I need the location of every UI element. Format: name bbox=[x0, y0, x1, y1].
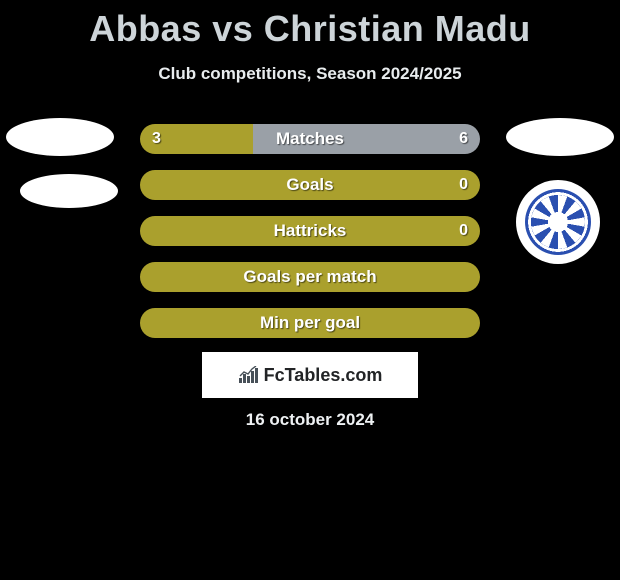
watermark: FcTables.com bbox=[202, 352, 418, 398]
bar-segment-left bbox=[140, 216, 480, 246]
stat-bar: Goals0 bbox=[140, 170, 480, 200]
watermark-text: FcTables.com bbox=[264, 365, 383, 386]
bar-segment-left bbox=[140, 170, 480, 200]
stat-bar: Min per goal bbox=[140, 308, 480, 338]
bar-segment-left bbox=[140, 262, 480, 292]
page-title: Abbas vs Christian Madu bbox=[0, 0, 620, 50]
fctables-icon bbox=[238, 366, 260, 384]
bar-segment-left bbox=[140, 124, 253, 154]
stat-bar: Goals per match bbox=[140, 262, 480, 292]
left-team-logo-2 bbox=[20, 174, 118, 208]
bar-segment-left bbox=[140, 308, 480, 338]
comparison-bars: Matches36 Goals0 Hattricks0 Goals per match… bbox=[140, 124, 480, 354]
stat-bar: Matches36 bbox=[140, 124, 480, 154]
lobi-stars-badge bbox=[525, 189, 591, 255]
bar-segment-right bbox=[253, 124, 480, 154]
right-team-logo-1 bbox=[506, 118, 614, 156]
right-club-logo bbox=[516, 180, 600, 264]
left-team-logo-1 bbox=[6, 118, 114, 156]
stat-bar: Hattricks0 bbox=[140, 216, 480, 246]
date-text: 16 october 2024 bbox=[0, 410, 620, 430]
subtitle: Club competitions, Season 2024/2025 bbox=[0, 64, 620, 84]
